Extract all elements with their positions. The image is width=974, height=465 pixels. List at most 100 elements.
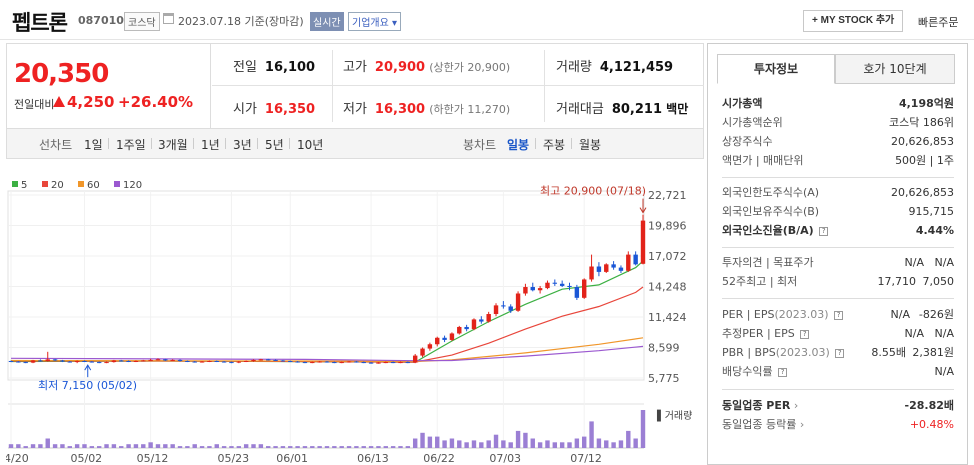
- help-icon[interactable]: ?: [834, 310, 844, 320]
- candle-body: [67, 361, 72, 363]
- market-cap-rank-row: 시가총액순위 코스닥 186위: [722, 116, 954, 129]
- volume-bar: [405, 446, 411, 448]
- candle-body: [515, 293, 521, 311]
- row-divider: [212, 85, 704, 86]
- volume-bar: [266, 446, 271, 448]
- trade-amount: 거래대금 80,211 백만: [556, 102, 689, 117]
- tab-10y[interactable]: 10년: [297, 138, 324, 152]
- candle-body: [30, 360, 36, 363]
- volume-bar: [119, 446, 124, 448]
- volume-bar: [427, 436, 433, 448]
- candle-body: [457, 326, 462, 334]
- candle-body: [383, 362, 388, 364]
- col-divider: [544, 50, 545, 122]
- volume-label: ▌거래량: [656, 409, 692, 422]
- stock-header: 펩트론 087010 코스닥 2023.07.18 기준(장마감) 실시간 기업…: [0, 0, 974, 40]
- price-change: 4,250: [67, 93, 115, 111]
- candle-body: [23, 362, 28, 364]
- volume-bar: [339, 446, 344, 448]
- volume-bar: [23, 446, 28, 448]
- volume-bar: [435, 436, 440, 448]
- tab-3y[interactable]: 3년: [233, 138, 252, 152]
- candle-body: [266, 359, 271, 361]
- candle-body: [471, 319, 477, 330]
- volume-bar: [251, 444, 256, 448]
- volume-bar: [559, 442, 565, 448]
- price-summary: 20,350 전일대비 4,250 +26.40% 전일 16,100 고가 20,…: [6, 43, 704, 129]
- tab-investment-info[interactable]: 투자정보: [717, 54, 835, 84]
- candle-body: [501, 305, 506, 307]
- candle-body: [229, 362, 234, 364]
- my-stock-add-button[interactable]: + MY STOCK 추가: [803, 10, 904, 32]
- x-tick-label: 06/22: [423, 452, 455, 465]
- volume-bar: [177, 446, 183, 448]
- volume-bar: [368, 446, 374, 448]
- candle-body: [89, 361, 95, 363]
- tab-1w[interactable]: 1주일: [116, 138, 146, 152]
- volume-bar: [236, 446, 242, 448]
- tab-5y[interactable]: 5년: [265, 138, 284, 152]
- legend-label: 60: [87, 180, 100, 191]
- volume-bar: [155, 444, 161, 448]
- volume-bar: [126, 444, 131, 448]
- candle-body: [163, 359, 168, 361]
- change-label: 전일대비: [14, 98, 55, 111]
- volume-bar: [111, 444, 117, 448]
- volume-bar: [626, 430, 631, 448]
- candle-body: [346, 361, 352, 363]
- volume-bar: [243, 444, 249, 448]
- volume-bar: [545, 440, 550, 448]
- y-tick-label: 14,248: [648, 281, 687, 294]
- candle-body: [192, 361, 197, 363]
- quick-order-link[interactable]: 빠른주문: [918, 16, 959, 29]
- tab-order-book[interactable]: 호가 10단계: [835, 54, 955, 84]
- par-value-row: 액면가 | 매매단위 500원 | 1주: [722, 154, 954, 167]
- help-icon[interactable]: ?: [800, 329, 810, 339]
- candle-body: [405, 362, 411, 364]
- volume-bar: [611, 442, 616, 448]
- 52week-row: 52주최고 | 최저 17,710 7,050: [722, 275, 954, 288]
- y-tick-label: 11,424: [648, 311, 687, 324]
- candle-body: [16, 361, 21, 363]
- candle-body: [302, 362, 308, 364]
- high-arrow-head: [639, 207, 647, 214]
- tab-monthly[interactable]: 월봉: [579, 138, 602, 152]
- tab-3m[interactable]: 3개월: [158, 138, 188, 152]
- volume-bar: [537, 442, 543, 448]
- corp-info-dropdown[interactable]: 기업개요 ▾: [348, 12, 401, 31]
- tab-weekly[interactable]: 주봉: [543, 138, 566, 152]
- candle-body: [324, 361, 330, 363]
- volume-bar: [273, 446, 278, 448]
- help-icon[interactable]: ?: [819, 226, 829, 236]
- volume-bar: [471, 440, 477, 448]
- x-tick-label: 07/03: [489, 452, 521, 465]
- volume-bar: [604, 440, 609, 448]
- candle-body: [412, 355, 418, 363]
- volume-bar: [89, 446, 95, 448]
- candle-body: [537, 288, 543, 291]
- legend-swatch: [42, 181, 48, 187]
- x-tick-label: 07/12: [570, 452, 602, 465]
- candle-body: [141, 360, 146, 362]
- volume-bar: [258, 444, 264, 448]
- realtime-button[interactable]: 실시간: [310, 12, 344, 31]
- help-icon[interactable]: ?: [835, 348, 845, 358]
- dividend-row: 배당수익률 ? N/A: [722, 365, 954, 378]
- current-price-panel: 20,350 전일대비 4,250 +26.40%: [7, 44, 211, 128]
- volume-bar: [288, 446, 293, 448]
- volume-bar: [582, 436, 587, 448]
- volume-bar: [192, 444, 197, 448]
- candle-body: [111, 360, 117, 363]
- stock-name: 펩트론: [12, 11, 68, 35]
- candle-body: [332, 362, 337, 364]
- candle-body: [596, 266, 602, 272]
- volume-bar: [633, 438, 638, 448]
- help-icon[interactable]: ?: [778, 367, 788, 377]
- candlestick-chart[interactable]: 22,721 19,896 17,072 14,248 11,424 8,599 5,775…: [6, 171, 704, 465]
- tab-daily[interactable]: 일봉: [507, 138, 530, 152]
- tab-1y[interactable]: 1년: [201, 138, 220, 152]
- tab-1d[interactable]: 1일: [84, 138, 103, 152]
- candle-body: [633, 254, 638, 265]
- candle-body: [582, 279, 587, 298]
- volume-bar: [479, 442, 484, 448]
